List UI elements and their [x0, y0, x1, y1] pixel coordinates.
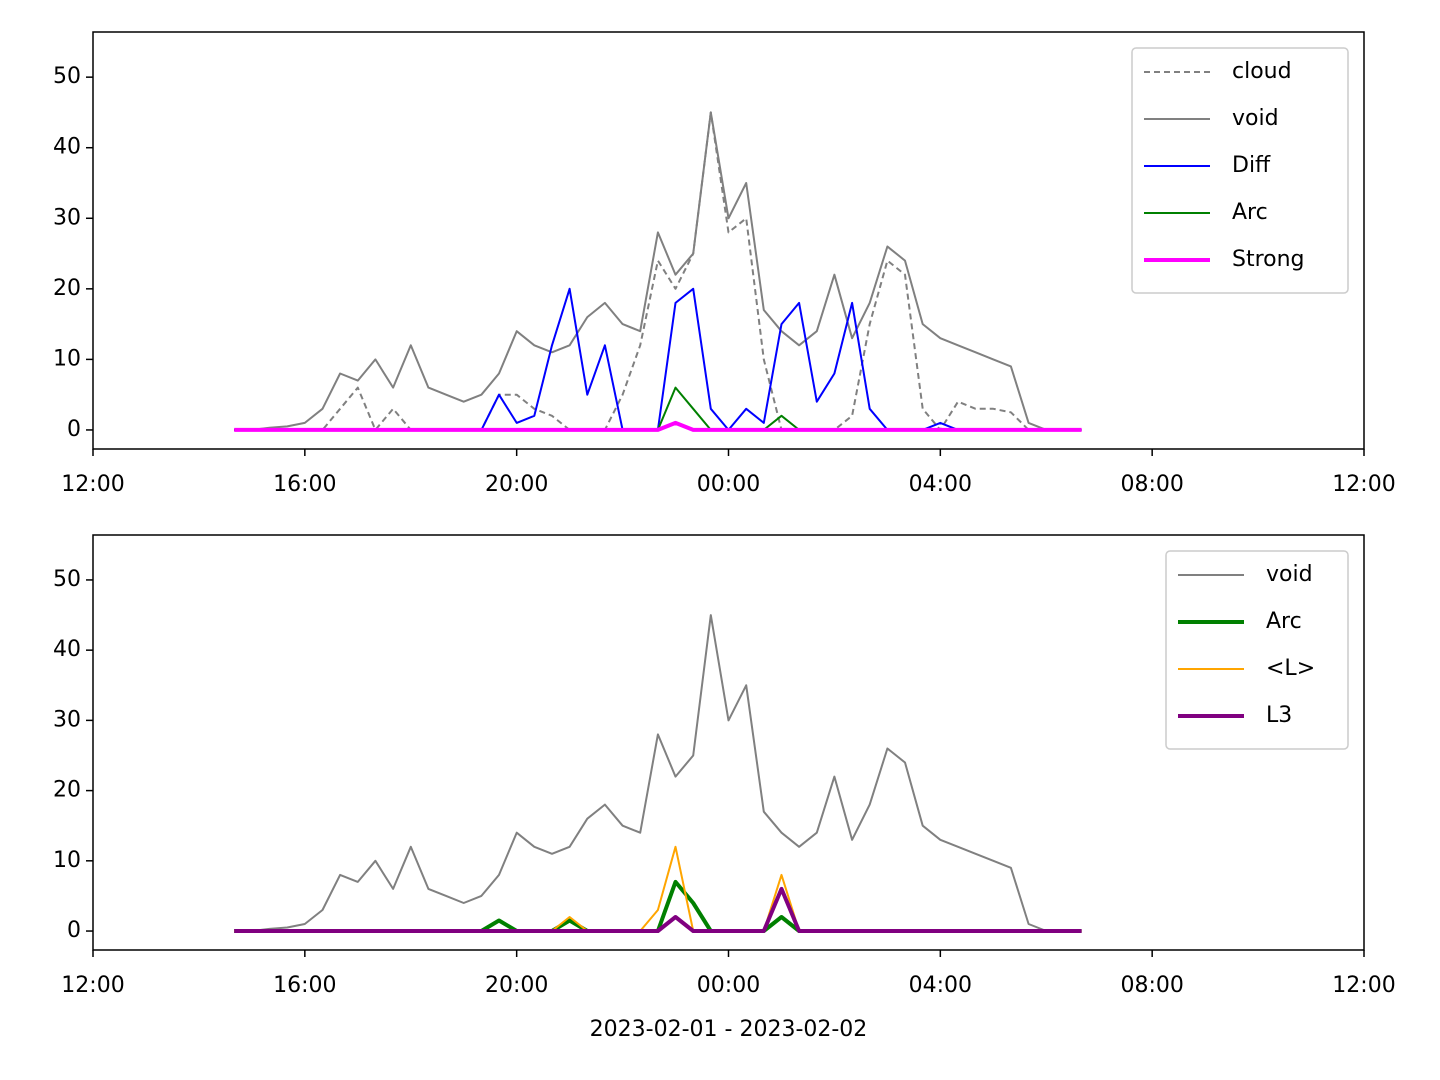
series-line: [234, 886, 1082, 933]
x-tick-label: 00:00: [697, 472, 760, 497]
y-tick-label: 40: [53, 135, 81, 160]
plot-frame: [92, 534, 1365, 951]
series-line: [234, 420, 1082, 432]
legend-label: Arc: [1266, 609, 1302, 634]
y-tick-label: 10: [53, 848, 81, 873]
legend-label: Diff: [1232, 153, 1271, 178]
legend-label: void: [1266, 562, 1313, 587]
y-tick-label: 0: [67, 417, 81, 442]
x-tick-label: 16:00: [273, 472, 336, 497]
x-tick-label: 08:00: [1120, 472, 1183, 497]
legend-label: cloud: [1232, 59, 1292, 84]
y-tick-label: 30: [53, 707, 81, 732]
y-tick-label: 20: [53, 778, 81, 803]
series-line: [234, 111, 1082, 431]
legend-label: Arc: [1232, 200, 1268, 225]
x-tick-label: 12:00: [1332, 973, 1395, 998]
series-line: [234, 287, 1082, 431]
series-line: [234, 614, 1082, 932]
y-tick-label: 50: [53, 567, 81, 592]
x-tick-label: 16:00: [273, 973, 336, 998]
y-tick-label: 20: [53, 276, 81, 301]
x-axis-label: 2023-02-01 - 2023-02-02: [590, 1017, 868, 1042]
y-tick-label: 0: [67, 918, 81, 943]
x-tick-label: 12:00: [61, 973, 124, 998]
legend-box: [1165, 550, 1349, 750]
legend-label: <L>: [1266, 656, 1315, 681]
series-line: [234, 111, 1082, 431]
y-tick-label: 30: [53, 205, 81, 230]
y-tick-label: 50: [53, 64, 81, 89]
x-tick-label: 12:00: [61, 472, 124, 497]
x-tick-label: 04:00: [909, 973, 972, 998]
plot-frame: [92, 31, 1365, 450]
y-tick-label: 10: [53, 346, 81, 371]
x-tick-label: 12:00: [1332, 472, 1395, 497]
legend-label: L3: [1266, 703, 1292, 728]
series-line: [234, 845, 1082, 932]
x-tick-label: 00:00: [697, 973, 760, 998]
x-tick-label: 20:00: [485, 973, 548, 998]
x-tick-label: 04:00: [909, 472, 972, 497]
x-tick-label: 20:00: [485, 472, 548, 497]
legend-label: void: [1232, 106, 1279, 131]
x-tick-label: 08:00: [1120, 973, 1183, 998]
legend-box: [1131, 47, 1349, 294]
y-tick-label: 40: [53, 637, 81, 662]
legend-label: Strong: [1232, 247, 1305, 272]
